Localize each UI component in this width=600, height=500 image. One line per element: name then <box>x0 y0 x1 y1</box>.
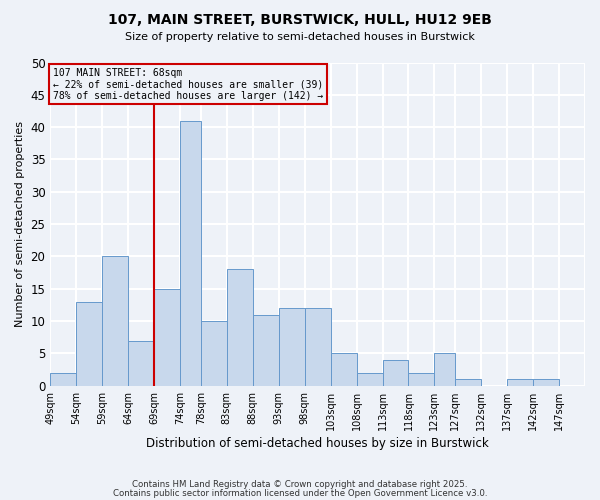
Text: 107 MAIN STREET: 68sqm
← 22% of semi-detached houses are smaller (39)
78% of sem: 107 MAIN STREET: 68sqm ← 22% of semi-det… <box>53 68 323 101</box>
Bar <box>356 373 383 386</box>
Bar <box>455 380 481 386</box>
Text: Size of property relative to semi-detached houses in Burstwick: Size of property relative to semi-detach… <box>125 32 475 42</box>
Bar <box>102 256 128 386</box>
Text: 107, MAIN STREET, BURSTWICK, HULL, HU12 9EB: 107, MAIN STREET, BURSTWICK, HULL, HU12 … <box>108 12 492 26</box>
Bar <box>533 380 559 386</box>
Text: Contains public sector information licensed under the Open Government Licence v3: Contains public sector information licen… <box>113 490 487 498</box>
Bar <box>180 120 201 386</box>
Bar <box>331 354 356 386</box>
Bar <box>50 373 76 386</box>
Bar <box>201 321 227 386</box>
Bar <box>409 373 434 386</box>
Bar <box>279 308 305 386</box>
Bar <box>76 302 102 386</box>
Bar <box>383 360 409 386</box>
Bar <box>305 308 331 386</box>
X-axis label: Distribution of semi-detached houses by size in Burstwick: Distribution of semi-detached houses by … <box>146 437 489 450</box>
Y-axis label: Number of semi-detached properties: Number of semi-detached properties <box>15 121 25 327</box>
Bar <box>253 314 279 386</box>
Bar <box>154 289 180 386</box>
Text: Contains HM Land Registry data © Crown copyright and database right 2025.: Contains HM Land Registry data © Crown c… <box>132 480 468 489</box>
Bar <box>434 354 455 386</box>
Bar <box>227 270 253 386</box>
Bar <box>507 380 533 386</box>
Bar <box>128 340 154 386</box>
